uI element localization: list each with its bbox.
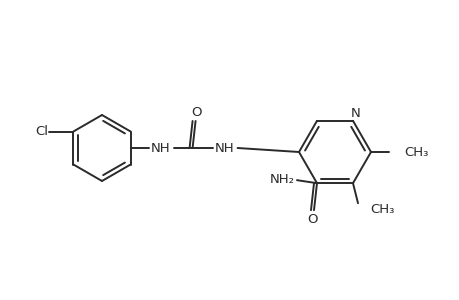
Text: Cl: Cl bbox=[35, 125, 48, 138]
Text: CH₃: CH₃ bbox=[403, 146, 427, 158]
Text: NH: NH bbox=[214, 142, 234, 154]
Text: O: O bbox=[307, 213, 318, 226]
Text: N: N bbox=[350, 107, 360, 120]
Text: O: O bbox=[191, 106, 202, 118]
Text: CH₃: CH₃ bbox=[369, 203, 393, 216]
Text: NH: NH bbox=[151, 142, 170, 154]
Text: NH₂: NH₂ bbox=[269, 173, 294, 186]
